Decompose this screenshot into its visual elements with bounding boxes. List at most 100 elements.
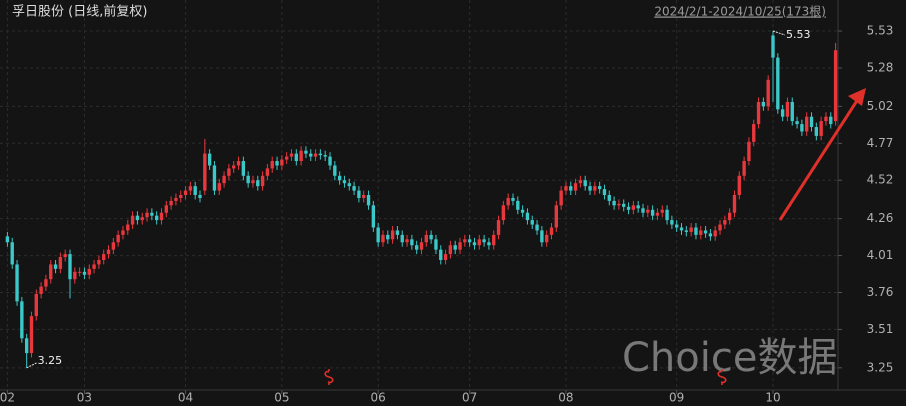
candle-body [256,180,260,187]
y-tick-label: 5.02 [867,99,894,113]
candle-body [97,260,101,265]
candle-body [289,153,294,157]
x-tick-label: 04 [178,391,193,405]
candle-body [670,220,674,225]
candle-body [458,242,462,250]
candle-body [299,150,303,162]
candle-body [713,230,717,237]
x-tick-label: 08 [558,391,573,405]
candle-body [511,197,515,201]
candle-body [641,208,645,213]
candle-body [703,230,708,234]
candle-body [44,279,48,287]
candle-body [583,180,587,187]
candle-body [833,50,838,122]
candle-body [357,190,361,198]
candle-body [708,233,713,237]
candle-body [814,127,819,136]
candle-body [313,153,318,157]
candle-body [20,301,24,339]
candle-body [593,186,597,191]
x-tick-label: 06 [371,391,386,405]
candle-body [34,293,38,317]
candle-body [154,215,159,221]
candle-body [612,200,616,206]
candle-body [477,239,481,246]
candle-body [159,212,164,221]
candle-body [116,234,120,243]
candle-body [150,212,154,216]
candle-body [602,189,607,195]
candle-body [780,109,785,117]
candle-body [212,165,217,191]
candle-body [390,230,395,240]
candle-body [636,205,640,209]
candle-body [371,205,376,228]
candle-body [419,242,424,250]
candle-body [241,161,246,176]
candle-body [482,239,486,243]
candle-body [222,175,226,184]
candle-body [342,180,347,184]
candle-body [87,268,91,275]
candle-body [24,338,29,354]
y-tick-label: 3.25 [867,360,894,374]
x-tick-label: 03 [77,391,92,405]
candle-body [573,183,578,191]
candle-body [140,217,144,221]
y-tick-label: 4.77 [867,136,894,150]
candles [5,31,838,368]
candle-body [535,224,539,231]
candle-body [203,153,207,191]
candle-body [453,245,457,250]
candle-body [578,180,583,184]
candle-body [337,175,342,181]
event-marker[interactable] [324,369,334,385]
candle-body [492,234,496,246]
candle-body [304,150,308,154]
candle-body [665,209,669,221]
candle-body [362,195,366,198]
candle-body [496,220,501,235]
arrow-line [778,95,862,221]
x-tick-label: 02 [0,391,15,405]
date-range[interactable]: 2024/2/1-2024/10/25(173根) [654,5,826,19]
candle-body [265,168,270,176]
candle-body [752,124,756,142]
candle-body [102,254,106,260]
candle-body [650,209,655,216]
candle-body [111,242,116,250]
candle-body [395,230,400,235]
candle-body [270,161,274,169]
candle-body [756,101,761,125]
candle-body [77,271,82,273]
candle-body [135,215,140,221]
candle-body [829,116,833,125]
event-marker[interactable] [717,369,727,385]
min-label: 3.25 [38,354,63,367]
y-tick-label: 3.76 [867,285,894,299]
candle-body [126,224,130,231]
candle-body [675,224,679,228]
candle-body [318,153,323,156]
x-tick-label: 07 [462,391,477,405]
candle-body [516,200,520,210]
candle-body [29,316,34,354]
candle-body [169,200,173,206]
candle-body [63,254,67,258]
candle-body [246,175,250,184]
candle-body [183,190,188,195]
candle-body [732,195,737,213]
candle-body [106,249,111,255]
candle-body [805,116,809,132]
candle-body [188,186,193,191]
candle-body [429,234,433,240]
candle-body [309,153,313,157]
candle-body [73,271,77,280]
candle-body [617,203,621,206]
max-label: 5.53 [786,28,811,41]
candle-body [5,236,10,243]
candle-body [58,257,63,269]
candle-body [164,205,168,213]
